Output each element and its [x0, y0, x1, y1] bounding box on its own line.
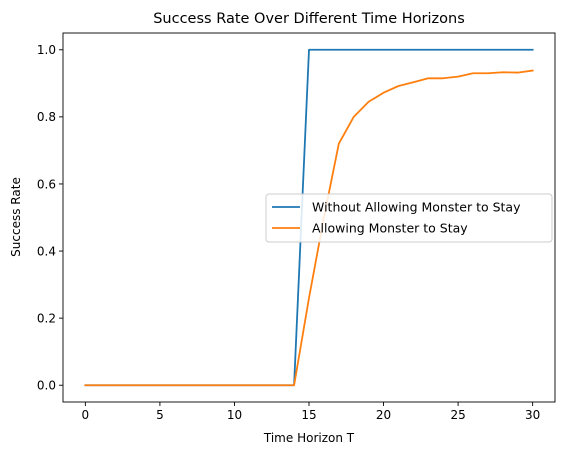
chart-title: Success Rate Over Different Time Horizon…: [153, 11, 465, 27]
y-tick-label: 0.0: [37, 379, 56, 393]
legend-label-0: Without Allowing Monster to Stay: [312, 200, 521, 215]
y-tick-label: 0.2: [37, 311, 56, 325]
y-tick-label: 0.6: [37, 177, 56, 191]
x-axis-label: Time Horizon T: [263, 431, 355, 445]
y-axis: 0.0 0.2 0.4 0.6 0.8 1.0: [37, 43, 63, 393]
y-axis-label: Success Rate: [9, 177, 23, 257]
y-tick-label: 0.4: [37, 244, 56, 258]
x-tick-label: 15: [301, 408, 316, 422]
x-tick-label: 30: [525, 408, 540, 422]
legend-label-1: Allowing Monster to Stay: [312, 221, 468, 236]
legend: Without Allowing Monster to Stay Allowing…: [265, 193, 553, 243]
x-tick-label: 20: [376, 408, 391, 422]
series-line-1: [84, 69, 534, 387]
x-tick-label: 10: [227, 408, 242, 422]
y-tick-label: 0.8: [37, 110, 56, 124]
x-tick-label: 0: [82, 408, 90, 422]
x-axis: 0 5 10 15 20 25 30: [82, 402, 540, 422]
x-tick-label: 25: [450, 408, 465, 422]
legend-box: [265, 193, 553, 243]
x-tick-label: 5: [156, 408, 164, 422]
y-tick-label: 1.0: [37, 43, 56, 57]
